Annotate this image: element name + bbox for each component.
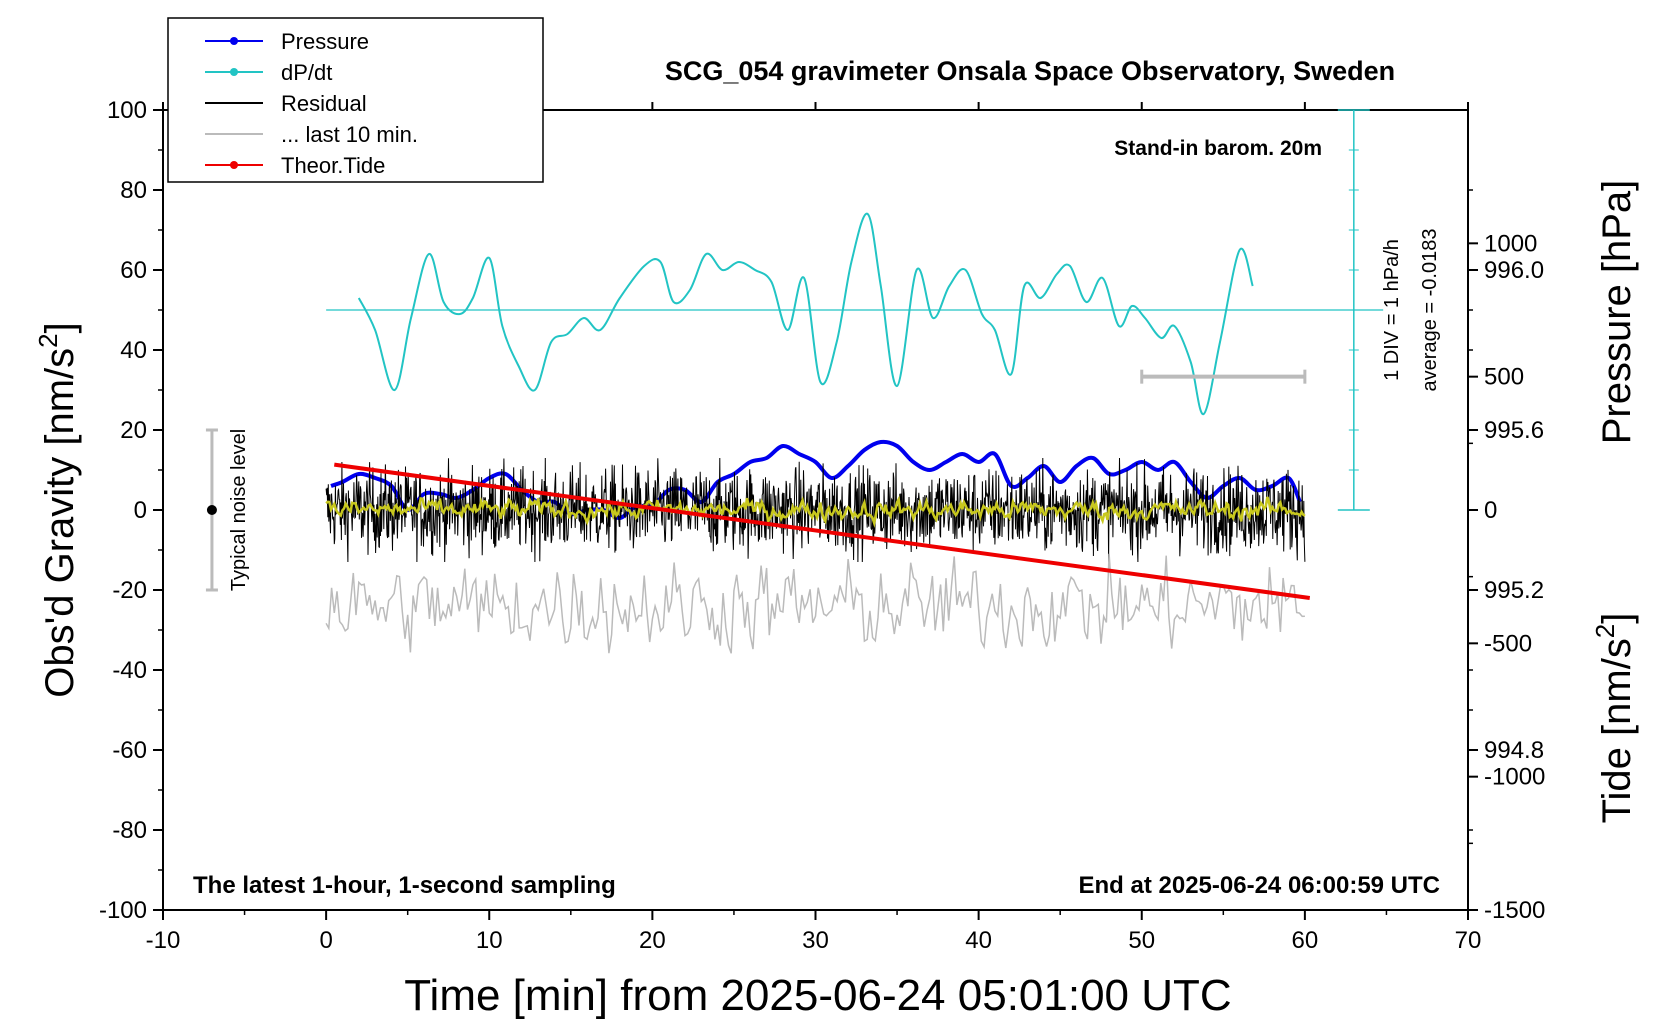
legend-label: ... last 10 min.	[281, 122, 418, 147]
barometer-note: Stand-in barom. 20m	[1114, 137, 1322, 160]
y-axis-label-left-main: Obs'd Gravity [nm/s	[38, 348, 82, 698]
y-tick-label-left: 40	[120, 337, 147, 364]
y-tick-label-tide: 500	[1484, 364, 1524, 391]
y-axis-label-left-close: ]	[38, 322, 82, 333]
y-tick-label-pressure: 994.8	[1484, 737, 1544, 764]
sampling-note: The latest 1-hour, 1-second sampling	[193, 872, 616, 899]
x-tick-label: 30	[802, 927, 829, 954]
y-tick-label-left: 0	[134, 497, 147, 524]
y-tick-label-left: 80	[120, 177, 147, 204]
legend-items: Pressure dP/dt Residual ... last 10 min. The…	[205, 29, 418, 178]
last-10-min-line	[325, 553, 1305, 654]
y-tick-label-pressure: 996.0	[1484, 257, 1544, 284]
y-tick-label-left: -40	[112, 657, 147, 684]
y-tick-label-left: -100	[99, 897, 147, 924]
legend-label: Theor.Tide	[281, 153, 385, 178]
chart-title: SCG_054 gravimeter Onsala Space Observat…	[665, 56, 1395, 86]
legend-marker	[230, 161, 238, 169]
series-layer	[325, 212, 1311, 654]
div-label: 1 DIV = 1 hPa/h	[1381, 239, 1403, 381]
y-tick-label-left: 20	[120, 417, 147, 444]
noise-label: Typical noise level	[228, 429, 250, 591]
y-tick-label-left: 100	[107, 97, 147, 124]
y-axis-label-tide-main: Tide [nm/s	[1595, 638, 1639, 823]
axis-ticks: -10 0 10 20 30 40 50 60 70100806040200-20-40-60-…	[99, 97, 1545, 954]
residual-smoothed-line	[325, 495, 1306, 528]
legend-marker	[230, 37, 238, 45]
x-tick-label: 20	[639, 927, 666, 954]
x-tick-label: 60	[1292, 927, 1319, 954]
y-tick-label-left: -20	[112, 577, 147, 604]
legend-marker	[230, 68, 238, 76]
y-tick-label-left: 60	[120, 257, 147, 284]
dpdt-line	[357, 212, 1254, 416]
legend-box	[167, 17, 544, 183]
average-label: average = -0.0183	[1419, 229, 1441, 392]
x-tick-label: 10	[476, 927, 503, 954]
y-axis-label-left: Obs'd Gravity [nm/s2]	[33, 322, 82, 698]
tide-line	[334, 462, 1311, 600]
y-tick-label-left: -60	[112, 737, 147, 764]
y-tick-label-left: -80	[112, 817, 147, 844]
y-tick-label-tide: -1000	[1484, 764, 1545, 791]
y-tick-label-tide: -500	[1484, 630, 1532, 657]
annotation-layer	[205, 109, 1384, 592]
legend: Pressure dP/dt Residual ... last 10 min. The…	[167, 17, 544, 183]
residual-line	[325, 457, 1306, 563]
noise-bar-center	[206, 505, 217, 515]
x-tick-label: 70	[1455, 927, 1482, 954]
legend-label: Pressure	[281, 29, 369, 54]
y-axis-label-tide-sup: 2	[1590, 624, 1620, 638]
y-tick-label-tide: -1500	[1484, 897, 1545, 924]
x-tick-label: 50	[1128, 927, 1155, 954]
x-tick-label: -10	[146, 927, 181, 954]
legend-label: Residual	[281, 91, 367, 116]
y-axis-label-tide-close: ]	[1595, 613, 1639, 624]
y-tick-label-tide: 0	[1484, 497, 1497, 524]
y-tick-label-pressure: 995.6	[1484, 417, 1544, 444]
y-axis-label-pressure: Pressure [hPa]	[1595, 180, 1639, 445]
y-tick-label-pressure: 995.2	[1484, 577, 1544, 604]
y-axis-label-tide: Tide [nm/s2]	[1590, 613, 1639, 824]
y-axis-label-left-sup: 2	[33, 333, 63, 347]
x-tick-label: 0	[319, 927, 332, 954]
y-tick-label-tide: 1000	[1484, 230, 1537, 257]
x-axis-label: Time [min] from 2025-06-24 05:01:00 UTC	[404, 971, 1231, 1020]
legend-label: dP/dt	[281, 60, 332, 85]
end-time-note: End at 2025-06-24 06:00:59 UTC	[1079, 872, 1441, 899]
x-tick-label: 40	[965, 927, 992, 954]
